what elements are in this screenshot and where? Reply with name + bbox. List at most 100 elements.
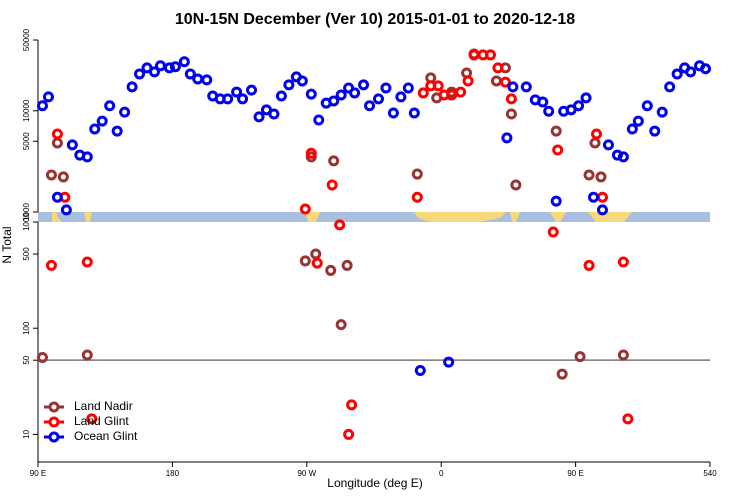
data-point: [36, 100, 48, 112]
data-point: [617, 349, 629, 361]
data-point: [57, 171, 69, 183]
data-point: [417, 87, 429, 99]
y-tick-label: 1000: [22, 203, 31, 221]
data-point: [111, 125, 123, 137]
data-point: [89, 123, 101, 135]
data-point: [671, 68, 683, 80]
data-point: [36, 351, 48, 363]
data-point: [490, 75, 502, 87]
x-tick-label: 90 W: [297, 469, 316, 478]
data-point: [169, 61, 181, 73]
data-point: [622, 413, 634, 425]
data-point: [372, 93, 384, 105]
data-point: [346, 399, 358, 411]
data-point: [275, 90, 287, 102]
x-axis-label: Longitude (deg E): [327, 476, 422, 490]
data-point: [446, 89, 458, 101]
data-point: [45, 259, 57, 271]
data-point: [341, 259, 353, 271]
data-point: [335, 319, 347, 331]
y-tick-label: 1000: [22, 213, 31, 231]
data-point: [51, 128, 63, 140]
data-point: [700, 63, 712, 75]
map-strip: [38, 212, 710, 222]
data-point: [411, 191, 423, 203]
data-point: [81, 256, 93, 268]
data-point: [414, 364, 426, 376]
data-point: [649, 125, 661, 137]
data-point: [325, 264, 337, 276]
data-point: [81, 151, 93, 163]
data-point: [632, 115, 644, 127]
data-point: [42, 91, 54, 103]
y-tick-label: 100: [22, 321, 31, 335]
data-point: [550, 125, 562, 137]
data-point: [349, 87, 361, 99]
y-tick-label: 50000: [22, 28, 31, 51]
legend-label: Land Nadir: [74, 399, 133, 413]
y-axis-label: N Total: [0, 226, 14, 263]
data-point: [501, 132, 513, 144]
data-point: [664, 81, 676, 93]
ocean-strip: [38, 212, 710, 222]
legend-marker: [48, 431, 60, 443]
data-point: [402, 82, 414, 94]
data-point: [237, 93, 249, 105]
data-point: [596, 191, 608, 203]
data-point: [253, 111, 265, 123]
data-point: [580, 92, 592, 104]
data-point: [543, 105, 555, 117]
data-point: [505, 108, 517, 120]
data-point: [119, 106, 131, 118]
data-point: [51, 191, 63, 203]
data-point: [311, 257, 323, 269]
data-point: [492, 62, 504, 74]
data-point: [51, 137, 63, 149]
legend-marker: [48, 401, 60, 413]
data-point: [246, 84, 258, 96]
data-point: [685, 66, 697, 78]
data-point: [574, 351, 586, 363]
data-point: [507, 81, 519, 93]
data-point: [626, 123, 638, 135]
data-point: [60, 204, 72, 216]
data-point: [591, 128, 603, 140]
data-point: [81, 349, 93, 361]
data-point: [163, 62, 175, 74]
data-point: [104, 100, 116, 112]
data-point: [328, 95, 340, 107]
data-point: [201, 74, 213, 86]
data-point: [499, 76, 511, 88]
data-point: [595, 171, 607, 183]
data-point: [334, 219, 346, 231]
data-point: [222, 93, 234, 105]
data-point: [126, 81, 138, 93]
data-point: [510, 179, 522, 191]
x-tick-label: 540: [703, 469, 717, 478]
data-point: [589, 137, 601, 149]
data-point: [596, 204, 608, 216]
legend-label: Land Glint: [74, 414, 129, 428]
data-point: [641, 100, 653, 112]
data-point: [602, 139, 614, 151]
data-point: [178, 56, 190, 68]
data-point: [335, 89, 347, 101]
data-point: [380, 82, 392, 94]
data-point: [656, 106, 668, 118]
data-point: [305, 147, 317, 159]
data-point: [299, 255, 311, 267]
data-point: [328, 155, 340, 167]
data-point: [268, 108, 280, 120]
data-point: [45, 169, 57, 181]
data-point: [617, 256, 629, 268]
data-point: [305, 88, 317, 100]
data-point: [573, 100, 585, 112]
data-point: [556, 368, 568, 380]
data-point: [443, 356, 455, 368]
data-point: [583, 169, 595, 181]
data-point: [148, 66, 160, 78]
data-point: [96, 115, 108, 127]
data-point: [358, 79, 370, 91]
data-point: [550, 195, 562, 207]
data-point: [134, 68, 146, 80]
